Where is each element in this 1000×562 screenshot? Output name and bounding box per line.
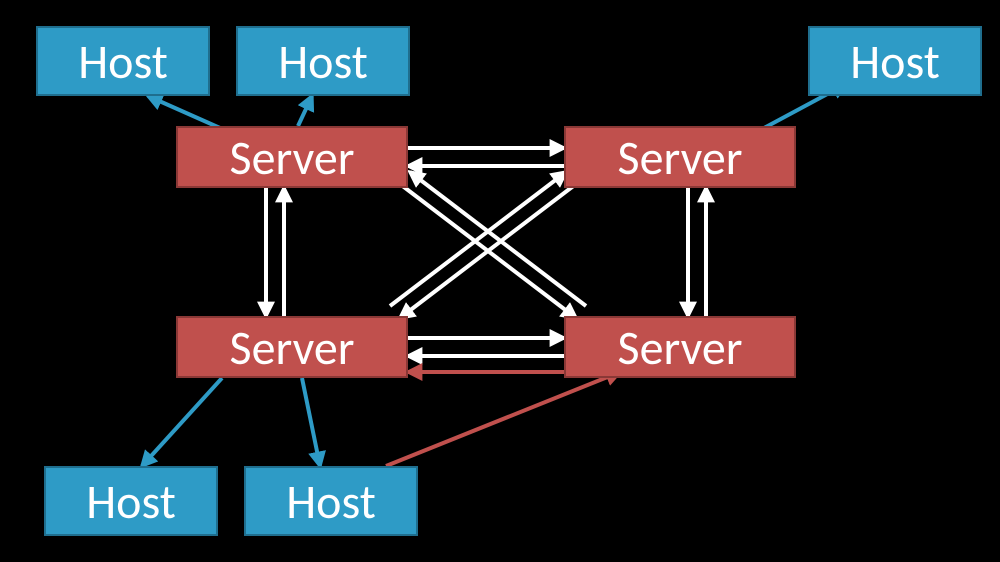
host-node-host-bl1: Host	[44, 466, 218, 536]
host-label: Host	[78, 32, 168, 91]
diagram-canvas: Host Host Host Host Host Server Server Server Se…	[0, 0, 1000, 562]
edge-s-br-tl-a	[410, 172, 586, 306]
host-node-host-bl2: Host	[244, 466, 418, 536]
server-node-server-tr: Server	[564, 126, 796, 188]
edge-h5-sbr	[386, 372, 620, 466]
server-node-server-br: Server	[564, 316, 796, 378]
host-node-host-tl2: Host	[236, 26, 410, 96]
host-label: Host	[286, 472, 376, 531]
host-node-host-tr: Host	[808, 26, 982, 96]
edge-s-bl-tr-a	[390, 172, 566, 306]
host-label: Host	[850, 32, 940, 91]
host-label: Host	[278, 32, 368, 91]
server-label: Server	[618, 128, 743, 187]
server-node-server-tl: Server	[176, 126, 408, 188]
host-label: Host	[86, 472, 176, 531]
server-label: Server	[618, 318, 743, 377]
server-label: Server	[230, 128, 355, 187]
edge-sbl-h5	[302, 378, 320, 466]
host-node-host-tl1: Host	[36, 26, 210, 96]
server-label: Server	[230, 318, 355, 377]
edge-stl-h1	[148, 96, 220, 128]
edge-stl-h2	[298, 96, 312, 126]
server-node-server-bl: Server	[176, 316, 408, 378]
edge-sbl-h4	[142, 378, 222, 466]
